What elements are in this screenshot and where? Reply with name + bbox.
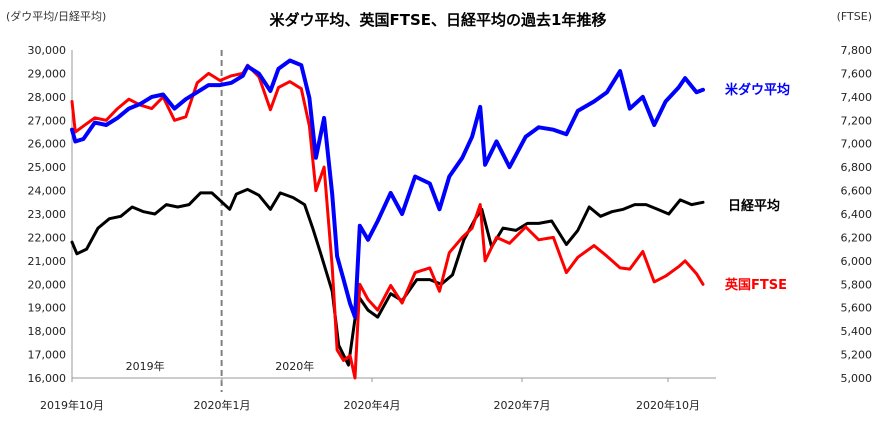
left-tick-label: 26,000 — [28, 138, 67, 151]
left-tick-label: 23,000 — [28, 208, 67, 221]
right-tick-label: 6,600 — [841, 185, 873, 198]
x-tick-label: 2020年1月 — [194, 398, 251, 412]
left-axis-unit: (ダウ平均/日経平均) — [6, 9, 106, 23]
left-tick-label: 17,000 — [28, 349, 67, 362]
right-tick-label: 6,000 — [841, 255, 873, 268]
right-tick-label: 7,800 — [841, 44, 873, 57]
right-axis-unit: (FTSE) — [837, 10, 872, 23]
right-tick-label: 6,800 — [841, 161, 873, 174]
year-label: 2020年 — [275, 359, 314, 373]
right-tick-label: 7,400 — [841, 91, 873, 104]
x-tick-label: 2020年10月 — [636, 398, 700, 412]
x-tick-label: 2019年10月 — [40, 398, 104, 412]
right-tick-label: 5,400 — [841, 325, 873, 338]
right-tick-label: 5,000 — [841, 372, 873, 385]
left-tick-labels: 16,000 17,000 18,000 19,000 20,000 21,000 22,0… — [28, 44, 67, 385]
series-line-ftse — [70, 63, 705, 380]
x-tick-labels: 2019年10月 2020年1月 2020年4月 2020年7月 2020年10月 — [40, 378, 700, 412]
left-tick-label: 21,000 — [28, 255, 67, 268]
year-label: 2019年 — [126, 359, 165, 373]
right-tick-label: 6,400 — [841, 208, 873, 221]
right-tick-label: 5,200 — [841, 349, 873, 362]
right-tick-label: 7,000 — [841, 138, 873, 151]
left-tick-label: 19,000 — [28, 302, 67, 315]
left-tick-label: 29,000 — [28, 67, 67, 80]
year-labels: 2019年 2020年 — [126, 359, 315, 373]
series-label-dow: 米ダウ平均 — [725, 82, 790, 98]
right-tick-label: 7,200 — [841, 114, 873, 127]
chart-title: 米ダウ平均、英国FTSE、日経平均の過去1年推移 — [270, 11, 607, 29]
series-line-dow — [70, 58, 705, 320]
right-tick-label: 6,200 — [841, 231, 873, 244]
x-tick-label: 2020年4月 — [344, 398, 401, 412]
x-tick-label: 2020年7月 — [494, 398, 551, 412]
series-line-nikkei — [70, 187, 705, 367]
right-tick-label: 7,600 — [841, 67, 873, 80]
left-tick-label: 28,000 — [28, 91, 67, 104]
left-tick-label: 18,000 — [28, 325, 67, 338]
left-tick-label: 30,000 — [28, 44, 67, 57]
left-tick-label: 24,000 — [28, 185, 67, 198]
right-tick-label: 5,800 — [841, 278, 873, 291]
left-tick-label: 27,000 — [28, 114, 67, 127]
left-tick-label: 16,000 — [28, 372, 67, 385]
right-tick-label: 5,600 — [841, 302, 873, 315]
left-tick-label: 22,000 — [28, 231, 67, 244]
left-tick-label: 25,000 — [28, 161, 67, 174]
series-lines — [70, 58, 705, 380]
series-label-nikkei: 日経平均 — [728, 198, 780, 214]
right-tick-labels: 5,000 5,200 5,400 5,600 5,800 6,000 6,200 6,400… — [841, 44, 873, 385]
series-label-ftse: 英国FTSE — [724, 277, 787, 293]
left-tick-label: 20,000 — [28, 278, 67, 291]
